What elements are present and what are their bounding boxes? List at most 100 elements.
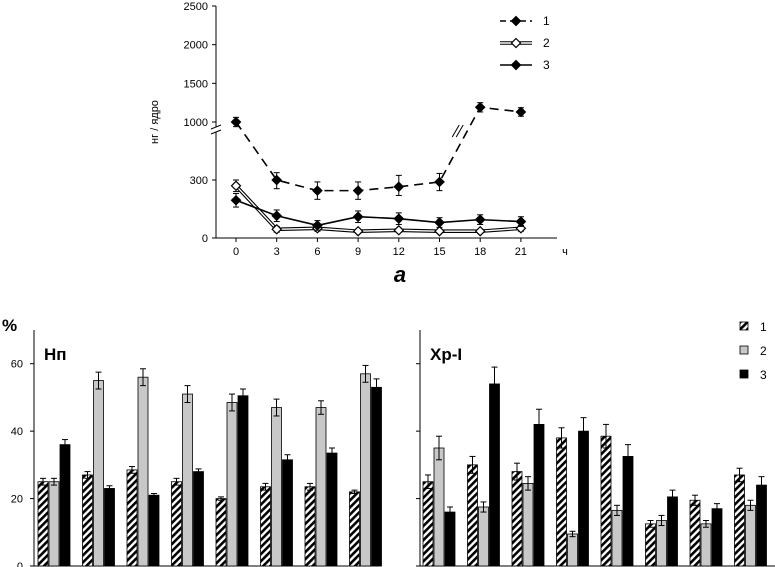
bar-series-1 xyxy=(37,481,49,567)
bar-legend-label: 3 xyxy=(760,368,767,382)
bar-chart-legend: 1 2 3 xyxy=(739,320,767,382)
bar-group xyxy=(467,366,500,567)
bar-series-1 xyxy=(511,471,523,567)
x-tick-label: 18 xyxy=(474,246,486,258)
bar-series-2 xyxy=(522,482,534,567)
legend-label: 1 xyxy=(543,14,550,28)
bar-legend-swatch xyxy=(739,369,749,379)
data-point xyxy=(474,225,486,237)
bar-series-3 xyxy=(326,452,338,567)
bar-group xyxy=(645,489,678,567)
bar-series-1 xyxy=(734,474,745,567)
data-point xyxy=(434,176,445,188)
legend-label: 2 xyxy=(543,36,550,50)
bar-series-2 xyxy=(656,520,667,567)
bar-series-1 xyxy=(467,464,478,567)
bar-series-1 xyxy=(689,499,701,567)
bar-legend-swatch xyxy=(739,321,749,331)
bar-y-tick-label: 40 xyxy=(11,426,23,438)
bar-series-1 xyxy=(422,481,434,567)
series-break-mark xyxy=(455,124,464,138)
bar-group xyxy=(556,417,589,567)
series-line-inner xyxy=(235,185,521,232)
data-point xyxy=(271,210,283,222)
data-point xyxy=(515,216,527,227)
y-axis-break-mark xyxy=(210,124,222,130)
bar-series-3 xyxy=(667,496,678,567)
bar-series-2 xyxy=(700,523,712,567)
bar-series-1 xyxy=(126,469,138,567)
line-chart-legend: 1 2 3 xyxy=(500,14,550,72)
bar-series-2 xyxy=(315,407,327,567)
bar-group xyxy=(37,439,71,567)
bar-series-2 xyxy=(48,481,60,567)
series-2 xyxy=(230,179,527,237)
bar-group xyxy=(734,467,767,567)
bar-series-1 xyxy=(171,481,182,567)
bar-group xyxy=(171,385,204,567)
legend-item-2: 2 xyxy=(500,36,550,50)
bar-series-2 xyxy=(567,533,578,567)
bar-series-3 xyxy=(711,508,723,567)
bar-series-3 xyxy=(533,423,545,567)
bar-series-1 xyxy=(349,491,360,567)
bar-series-1 xyxy=(304,486,316,567)
series-1 xyxy=(230,101,527,200)
x-tick-label: 12 xyxy=(393,246,405,258)
data-point xyxy=(230,180,242,192)
legend-item-3: 3 xyxy=(500,58,550,72)
bar-legend-item-2: 2 xyxy=(739,344,767,358)
bar-series-2 xyxy=(478,506,489,567)
data-point xyxy=(474,214,486,225)
bar-y-tick-label: 0 xyxy=(17,561,23,567)
bar-series-3 xyxy=(489,383,500,567)
bar-series-1 xyxy=(600,435,612,567)
bar-series-3 xyxy=(622,456,634,567)
data-point xyxy=(393,224,405,236)
bar-group xyxy=(689,494,723,567)
y-tick-label: 2000 xyxy=(184,40,208,52)
bar-series-2 xyxy=(93,380,104,567)
series-line xyxy=(235,199,521,227)
bar-series-3 xyxy=(444,511,456,567)
data-point xyxy=(352,185,364,196)
x-tick-label: 6 xyxy=(314,246,320,258)
bar-series-2 xyxy=(182,393,193,567)
line-chart-axes xyxy=(210,6,557,239)
bar-y-tick-label: 60 xyxy=(11,359,23,371)
bar-series-1 xyxy=(260,486,271,567)
data-point xyxy=(271,223,283,235)
x-tick-label: 15 xyxy=(433,246,445,258)
y-tick-label: 300 xyxy=(190,175,208,187)
bar-legend-item-3: 3 xyxy=(739,368,767,382)
y-tick-label: 1000 xyxy=(184,117,208,129)
bar-series-3 xyxy=(578,430,589,567)
data-point xyxy=(271,174,283,186)
data-point xyxy=(352,225,364,237)
bar-series-2 xyxy=(226,402,238,567)
bar-series-3 xyxy=(237,395,249,567)
legend-label: 3 xyxy=(543,58,550,72)
bar-series-3 xyxy=(371,386,382,567)
line-chart-ylabel: нг / ядро xyxy=(149,100,161,144)
bar-series-2 xyxy=(433,447,445,567)
bar-y-tick-label: 20 xyxy=(11,494,23,506)
series-3 xyxy=(230,193,527,231)
line-chart-ticks: 0 300 1000 1500 2000 2500 0 3 6 9 12 15 18 21 xyxy=(184,1,528,258)
bar-chart-ylabel: % xyxy=(2,316,17,335)
bar-group xyxy=(600,423,634,567)
bar-chart-xr-bars xyxy=(422,366,767,567)
data-point xyxy=(312,185,323,196)
y-tick-label: 0 xyxy=(202,233,208,245)
data-point xyxy=(515,106,527,118)
bar-chart-xr: Хр-I 1 2 3 xyxy=(416,320,775,567)
bar-series-2 xyxy=(271,407,282,567)
data-point xyxy=(434,225,445,237)
data-point xyxy=(312,220,323,231)
bar-series-3 xyxy=(756,484,767,567)
bar-chart-np: % Нп 0 20 40 60 xyxy=(2,316,382,567)
bar-series-2 xyxy=(137,376,149,567)
bar-legend-label: 2 xyxy=(760,344,767,358)
